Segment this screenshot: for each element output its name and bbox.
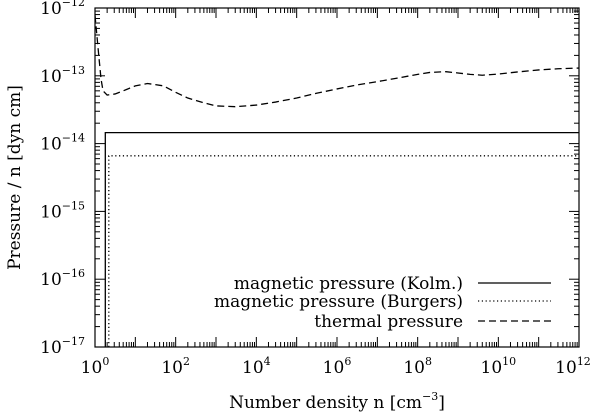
x-tick-label: 1012: [555, 355, 591, 378]
x-tick-label-base: 10: [403, 358, 425, 378]
x-tick-label: 102: [161, 355, 190, 378]
x-tick-label-base: 10: [481, 358, 503, 378]
y-axis-label: Pressure / n [dyn cm]: [5, 85, 25, 270]
series-line-3: [95, 15, 579, 108]
y-tick-label-base: 10: [40, 135, 62, 155]
legend-label: magnetic pressure (Kolm.): [234, 274, 463, 294]
series-line-2: [108, 155, 579, 347]
plot-frame: [94, 7, 580, 348]
x-tick-label: 108: [403, 355, 432, 378]
x-tick-label-exp: 10: [502, 355, 516, 368]
tick-layer: 100 102 104 106 108 1010 101210−1710−1610−1510…: [40, 0, 591, 378]
x-axis-label-tail: ]: [438, 393, 445, 413]
x-tick-label-exp: 6: [344, 355, 351, 368]
x-tick-label: 106: [323, 355, 352, 378]
y-tick-label-base: 10: [40, 0, 62, 19]
x-tick-label-base: 10: [323, 358, 345, 378]
x-tick-label-base: 10: [161, 358, 183, 378]
x-axis-label-sup: −3: [422, 390, 438, 403]
x-tick-label: 100: [81, 355, 110, 378]
y-tick-label: 10−12: [40, 0, 85, 19]
legend: magnetic pressure (Kolm.)magnetic pressu…: [214, 274, 551, 332]
x-tick-label-exp: 12: [577, 355, 591, 368]
x-tick-label-base: 10: [242, 358, 264, 378]
x-tick-label-base: 10: [81, 358, 103, 378]
legend-label: magnetic pressure (Burgers): [214, 292, 463, 312]
y-tick-label: 10−17: [40, 335, 85, 358]
y-tick-label-exp: −16: [62, 267, 85, 280]
series-layer: [95, 15, 579, 347]
y-tick-label-base: 10: [40, 67, 62, 87]
x-tick-label-exp: 2: [183, 355, 190, 368]
y-tick-label: 10−14: [40, 132, 85, 155]
y-tick-label-exp: −13: [62, 64, 85, 77]
x-tick-label-exp: 0: [102, 355, 109, 368]
y-tick-label-exp: −15: [62, 199, 85, 212]
y-tick-label-exp: −12: [62, 0, 85, 9]
series-line-1: [104, 132, 579, 347]
y-tick-label: 10−16: [40, 267, 85, 290]
x-tick-label-exp: 8: [425, 355, 432, 368]
y-tick-label-base: 10: [40, 202, 62, 222]
y-tick-label: 10−15: [40, 199, 85, 222]
x-tick-label-exp: 4: [264, 355, 271, 368]
y-tick-label-base: 10: [40, 270, 62, 290]
legend-label: thermal pressure: [314, 312, 463, 332]
x-tick-label-base: 10: [555, 358, 577, 378]
y-tick-label: 10−13: [40, 64, 85, 87]
x-tick-label: 1010: [481, 355, 517, 378]
x-axis-label: Number density n [cm−3]: [229, 390, 445, 413]
x-tick-label: 104: [242, 355, 271, 378]
y-tick-label-base: 10: [40, 338, 62, 358]
y-tick-label-exp: −14: [62, 132, 85, 145]
x-axis-label-main: Number density n [cm: [229, 393, 422, 413]
y-tick-label-exp: −17: [62, 335, 85, 348]
